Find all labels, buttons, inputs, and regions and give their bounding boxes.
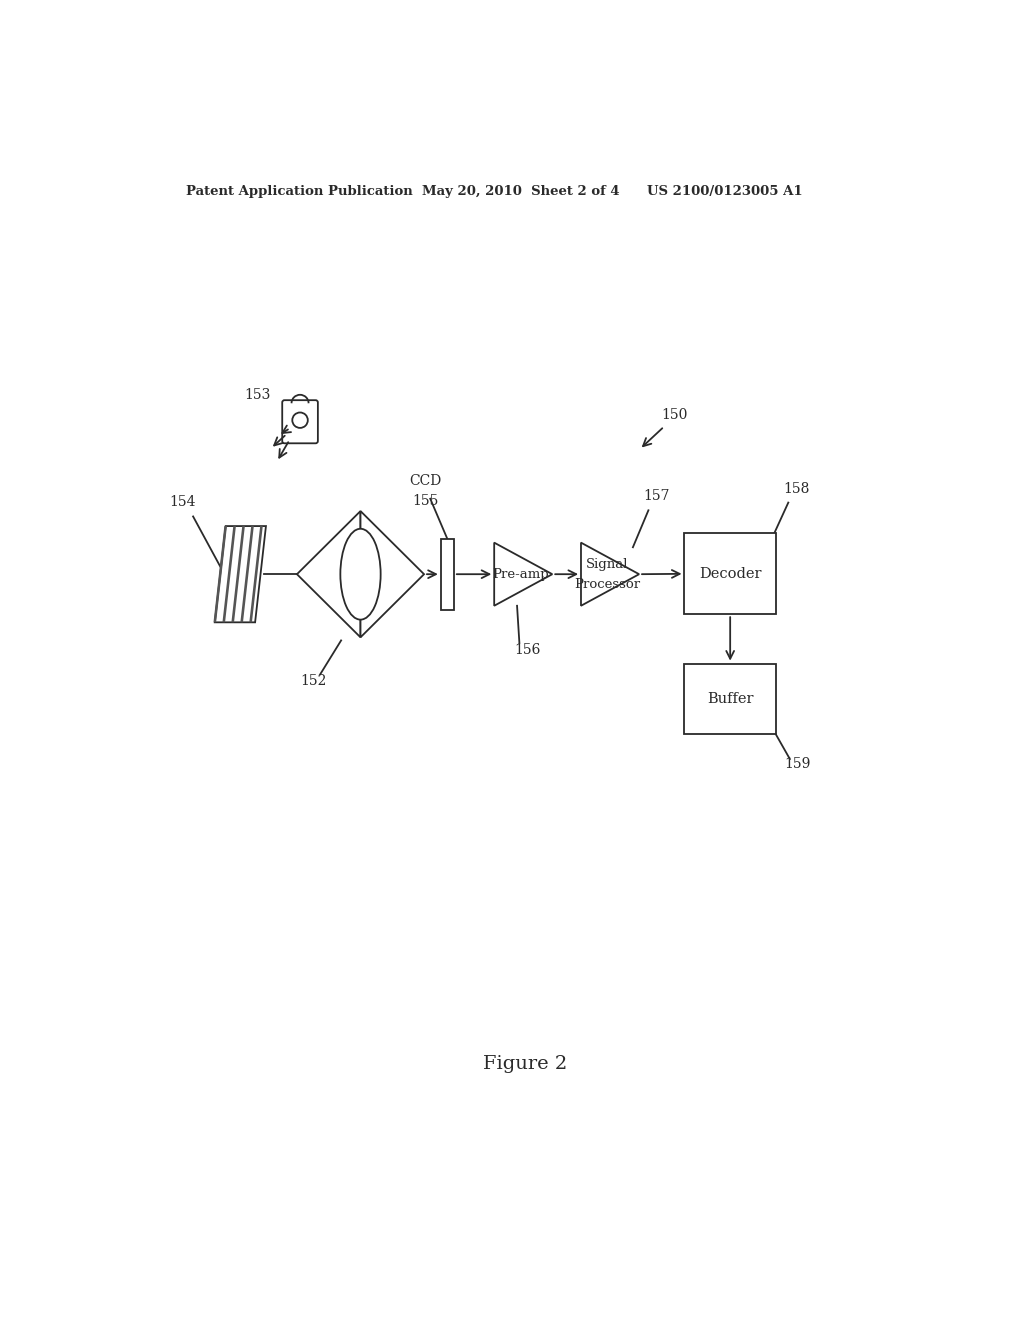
Text: 156: 156 [515,643,541,656]
Polygon shape [495,543,552,606]
Text: 155: 155 [413,494,439,508]
Text: Patent Application Publication: Patent Application Publication [186,185,413,198]
Polygon shape [241,527,254,622]
Text: Figure 2: Figure 2 [482,1056,567,1073]
Text: Pre-amp: Pre-amp [493,568,549,581]
Polygon shape [249,527,263,622]
Polygon shape [297,511,360,638]
Text: US 2100/0123005 A1: US 2100/0123005 A1 [647,185,803,198]
Ellipse shape [340,529,381,619]
Text: 154: 154 [170,495,197,510]
Text: 153: 153 [245,388,270,401]
Text: 158: 158 [783,482,809,496]
Text: Decoder: Decoder [699,566,762,581]
Polygon shape [360,511,424,638]
Text: 159: 159 [784,758,811,771]
Bar [684,533,776,614]
Polygon shape [215,527,266,622]
Polygon shape [581,543,639,606]
FancyBboxPatch shape [283,400,317,444]
Text: Processor: Processor [573,578,640,591]
Bar [440,539,454,610]
Text: 152: 152 [301,675,328,688]
Text: Buffer: Buffer [707,692,754,706]
Bar [684,664,776,734]
Polygon shape [213,527,227,622]
Polygon shape [222,527,236,622]
Circle shape [292,413,308,428]
Text: 157: 157 [643,490,670,503]
Text: 150: 150 [662,408,687,421]
Text: CCD: CCD [410,474,441,488]
Polygon shape [231,527,245,622]
Text: May 20, 2010  Sheet 2 of 4: May 20, 2010 Sheet 2 of 4 [423,185,621,198]
Text: Signal: Signal [586,557,628,570]
